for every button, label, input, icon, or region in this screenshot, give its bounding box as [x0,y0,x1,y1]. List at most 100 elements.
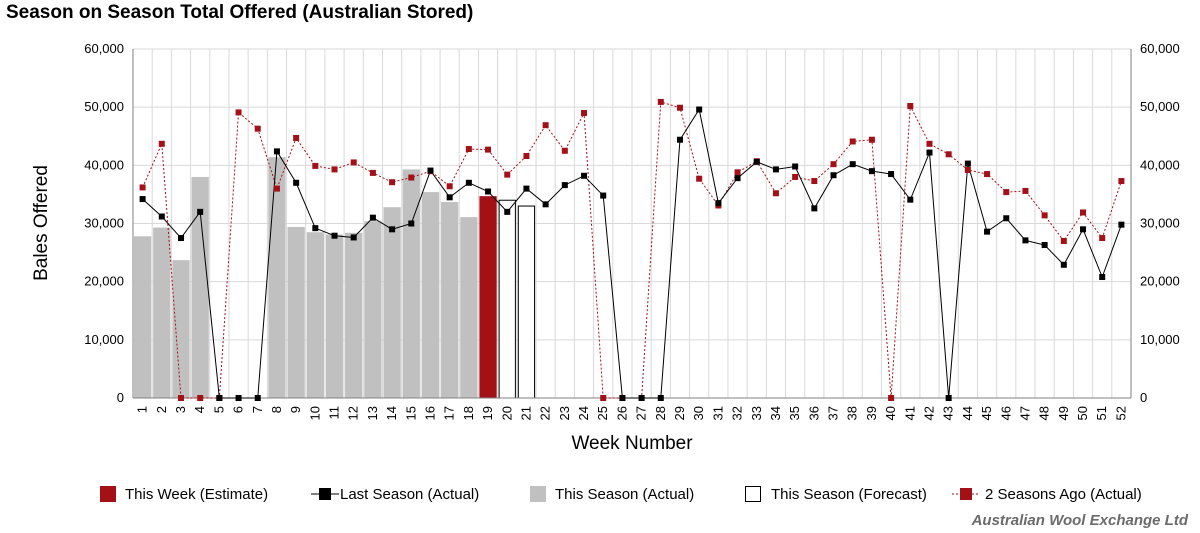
line-two-seasons-ago [142,101,1122,399]
point-last-season [1118,221,1125,228]
x-tick-label: 22 [538,406,553,420]
x-axis-title: Week Number [571,433,693,454]
legend-two-seasons-ago-swatch-marker [960,488,972,500]
point-last-season [619,395,626,401]
x-tick-label: 47 [1017,406,1032,420]
y-tick-label-right: 10,000 [1140,332,1180,347]
legend-last-season-swatch-marker [319,488,331,500]
series-markers [139,98,1125,401]
point-two-seasons-ago [1118,178,1125,185]
point-two-seasons-ago [254,125,261,132]
chart-title: Season on Season Total Offered (Australi… [6,2,474,23]
y-tick-label-right: 0 [1140,390,1147,405]
x-tick-label: 44 [960,406,975,420]
point-two-seasons-ago [1003,189,1010,196]
point-last-season [657,395,664,401]
x-tick-label: 50 [1075,406,1090,420]
point-last-season [312,225,319,232]
point-two-seasons-ago [1080,209,1087,216]
bar-this-season [268,157,286,398]
bar-this-week [479,196,497,398]
x-tick-label: 48 [1037,406,1052,420]
point-two-seasons-ago [1099,235,1106,242]
point-two-seasons-ago [1060,237,1067,244]
y-tick-label-left: 30,000 [84,216,124,231]
x-tick-label: 11 [327,406,342,420]
x-tick-label: 28 [653,406,668,420]
x-tick-label: 38 [845,406,860,420]
legend-forecast-swatch [745,486,761,502]
x-tick-label: 2 [154,406,169,413]
bar-this-season [441,201,459,398]
legend-last-season-label: Last Season (Actual) [340,486,479,503]
y-tick-label-left: 40,000 [84,157,124,172]
point-two-seasons-ago [600,395,607,401]
bar-this-season [460,217,478,398]
point-two-seasons-ago [696,175,703,182]
x-tick-label: 26 [614,406,629,420]
point-last-season [408,220,415,227]
x-tick-label: 30 [691,406,706,420]
line-last-season [142,108,1122,399]
x-tick-label: 17 [442,406,457,420]
point-last-season [811,205,818,212]
bar-this-season [364,221,382,398]
point-last-season [581,172,588,179]
legend-forecast: This Season (Forecast) [745,486,927,503]
point-two-seasons-ago [465,146,472,153]
point-two-seasons-ago [676,104,683,111]
bar-forecast [517,205,536,399]
point-last-season [254,395,261,401]
point-last-season [1022,237,1029,244]
bar-this-season [345,232,363,398]
point-last-season [964,160,971,167]
point-last-season [465,179,472,186]
point-two-seasons-ago [964,166,971,173]
point-two-seasons-ago [561,147,568,154]
x-tick-label: 16 [422,406,437,420]
point-last-season [984,228,991,235]
legend: This Week (Estimate) Last Season (Actual)… [100,486,1142,503]
x-tick-label: 10 [307,406,322,420]
point-two-seasons-ago [888,395,895,401]
bar-this-season [191,176,209,398]
x-tick-label: 20 [499,406,514,420]
x-tick-label: 7 [250,406,265,413]
legend-two-seasons-ago: 2 Seasons Ago (Actual) [952,486,1142,503]
x-tick-label: 29 [672,406,687,420]
point-last-season [638,395,645,401]
x-tick-label: 43 [941,406,956,420]
point-last-season [676,136,683,143]
point-last-season [600,192,607,199]
point-two-seasons-ago [926,140,933,147]
point-last-season [197,208,204,215]
bar-this-season [153,227,171,398]
point-last-season [446,194,453,201]
x-tick-label: 31 [710,406,725,420]
point-two-seasons-ago [868,136,875,143]
y-tick-label-right: 60,000 [1140,41,1180,56]
point-two-seasons-ago [504,171,511,178]
point-two-seasons-ago [792,173,799,180]
x-tick-label: 45 [979,406,994,420]
point-two-seasons-ago [657,98,664,105]
legend-last-season: Last Season (Actual) [311,486,479,503]
point-last-season [1060,261,1067,268]
point-last-season [734,175,741,182]
y-tick-label-left: 50,000 [84,99,124,114]
x-tick-label: 4 [192,406,207,413]
bar-this-season [172,260,190,398]
legend-this-season: This Season (Actual) [530,486,694,503]
point-two-seasons-ago [389,179,396,186]
y-tick-label-left: 60,000 [84,41,124,56]
point-two-seasons-ago [830,161,837,168]
point-last-season [273,148,280,155]
point-two-seasons-ago [523,153,530,160]
y-tick-label-left: 10,000 [84,332,124,347]
bars [133,157,536,399]
x-tick-label: 21 [518,406,533,420]
x-tick-label: 42 [921,406,936,420]
point-two-seasons-ago [485,146,492,153]
legend-this-week-swatch [100,486,116,502]
point-last-season [389,226,396,233]
